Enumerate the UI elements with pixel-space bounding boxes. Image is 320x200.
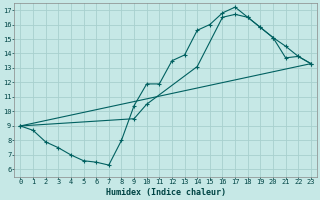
X-axis label: Humidex (Indice chaleur): Humidex (Indice chaleur) [106, 188, 226, 197]
